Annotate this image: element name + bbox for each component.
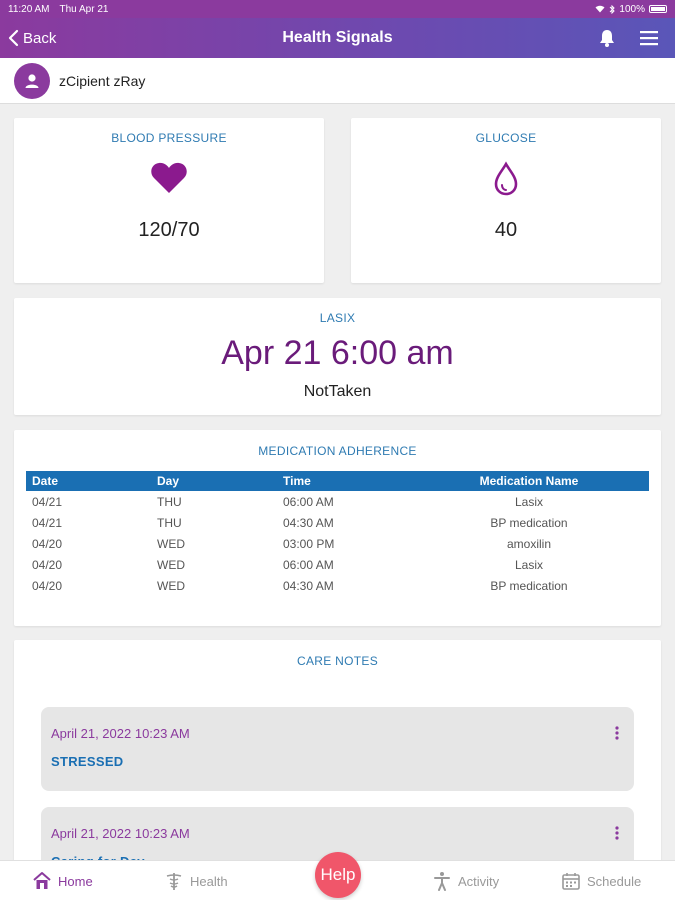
column-header: Date	[26, 471, 151, 491]
status-bar: 11:20 AM Thu Apr 21 100%	[0, 0, 675, 18]
table-cell: 06:00 AM	[283, 494, 334, 509]
table-row: 04/20 WED 06:00 AM Lasix	[26, 554, 649, 575]
hamburger-menu-icon[interactable]	[639, 29, 659, 47]
tab-schedule[interactable]: Schedule	[561, 861, 641, 900]
tab-health[interactable]: Health	[164, 861, 228, 900]
medication-reminder-card[interactable]: LASIX Apr 21 6:00 am NotTaken	[14, 298, 661, 415]
column-header: Day	[151, 471, 277, 491]
note-title: STRESSED	[51, 754, 124, 769]
table-cell: 04/21	[32, 494, 63, 509]
home-icon	[33, 872, 51, 889]
tab-home[interactable]: Home	[32, 861, 93, 900]
nav-bar: Back Health Signals	[0, 18, 675, 58]
caduceus-icon	[166, 873, 182, 890]
table-cell: WED	[157, 536, 185, 551]
wifi-icon	[595, 5, 605, 13]
table-cell: WED	[157, 557, 185, 572]
table-cell: BP medication	[490, 515, 568, 530]
help-button[interactable]: Help	[315, 852, 361, 898]
table-cell: 03:00 PM	[283, 536, 335, 551]
table-cell: WED	[157, 578, 185, 593]
person-icon	[25, 73, 39, 88]
tab-activity-label: Activity	[458, 873, 500, 889]
table-cell: 04/20	[32, 557, 63, 572]
care-notes-label: CARE NOTES	[296, 654, 378, 668]
care-note-item[interactable]: April 21, 2022 10:23 AM STRESSED	[41, 707, 634, 791]
status-time: 11:20 AM	[8, 3, 50, 15]
back-button[interactable]: Back	[8, 18, 56, 58]
bell-icon[interactable]	[597, 28, 617, 48]
table-header-row: Date Day Time Medication Name	[26, 471, 649, 491]
user-name: zCipient zRay	[59, 72, 146, 89]
droplet-icon	[494, 161, 518, 196]
table-cell: BP medication	[490, 578, 568, 593]
glucose-card[interactable]: GLUCOSE 40	[351, 118, 661, 283]
table-row: 04/20 WED 04:30 AM BP medication	[26, 575, 649, 596]
table-cell: 04/20	[32, 578, 63, 593]
table-cell: 04:30 AM	[283, 578, 334, 593]
medication-status: NotTaken	[303, 383, 372, 400]
status-date: Thu Apr 21	[59, 3, 109, 15]
battery-icon	[649, 5, 667, 13]
tab-health-label: Health	[190, 873, 228, 889]
adherence-label: MEDICATION ADHERENCE	[258, 444, 417, 458]
note-date: April 21, 2022 10:23 AM	[51, 726, 190, 741]
table-cell: Lasix	[514, 494, 543, 509]
glucose-value: 40	[494, 219, 518, 241]
glucose-label: GLUCOSE	[475, 131, 537, 145]
table-cell: 04/21	[32, 515, 63, 530]
calendar-icon	[562, 873, 580, 890]
more-vertical-icon[interactable]	[614, 825, 620, 841]
avatar[interactable]	[14, 62, 50, 99]
more-vertical-icon[interactable]	[614, 725, 620, 741]
tab-schedule-label: Schedule	[587, 873, 642, 889]
table-cell: amoxilin	[506, 536, 551, 551]
person-activity-icon	[434, 872, 450, 891]
medication-name: LASIX	[319, 311, 356, 325]
page-title: Health Signals	[282, 29, 393, 46]
blood-pressure-value: 120/70	[138, 219, 200, 241]
table-cell: 04:30 AM	[283, 515, 334, 530]
back-label: Back	[23, 29, 57, 47]
blood-pressure-card[interactable]: BLOOD PRESSURE 120/70	[14, 118, 324, 283]
note-date: April 21, 2022 10:23 AM	[51, 826, 190, 841]
care-notes-card: CARE NOTES April 21, 2022 10:23 AM STRES…	[14, 640, 661, 880]
blood-pressure-label: BLOOD PRESSURE	[111, 131, 227, 145]
medication-adherence-card: MEDICATION ADHERENCE Date Day Time Medic…	[14, 430, 661, 626]
heart-icon	[151, 162, 187, 193]
table-cell: THU	[157, 494, 182, 509]
chevron-left-icon	[8, 29, 19, 47]
tab-activity[interactable]: Activity	[432, 861, 499, 900]
table-cell: Lasix	[514, 557, 543, 572]
medication-time: Apr 21 6:00 am	[221, 334, 454, 372]
tab-home-label: Home	[58, 873, 93, 889]
table-row: 04/20 WED 03:00 PM amoxilin	[26, 533, 649, 554]
column-header: Medication Name	[409, 471, 649, 491]
user-header: zCipient zRay	[0, 58, 675, 104]
table-cell: 04/20	[32, 536, 63, 551]
battery-percent: 100%	[619, 3, 645, 15]
table-cell: 06:00 AM	[283, 557, 334, 572]
table-row: 04/21 THU 06:00 AM Lasix	[26, 491, 649, 512]
table-row: 04/21 THU 04:30 AM BP medication	[26, 512, 649, 533]
column-header: Time	[277, 471, 409, 491]
adherence-table: Date Day Time Medication Name 04/21 THU …	[26, 471, 649, 596]
bluetooth-icon	[610, 4, 616, 14]
table-cell: THU	[157, 515, 182, 530]
